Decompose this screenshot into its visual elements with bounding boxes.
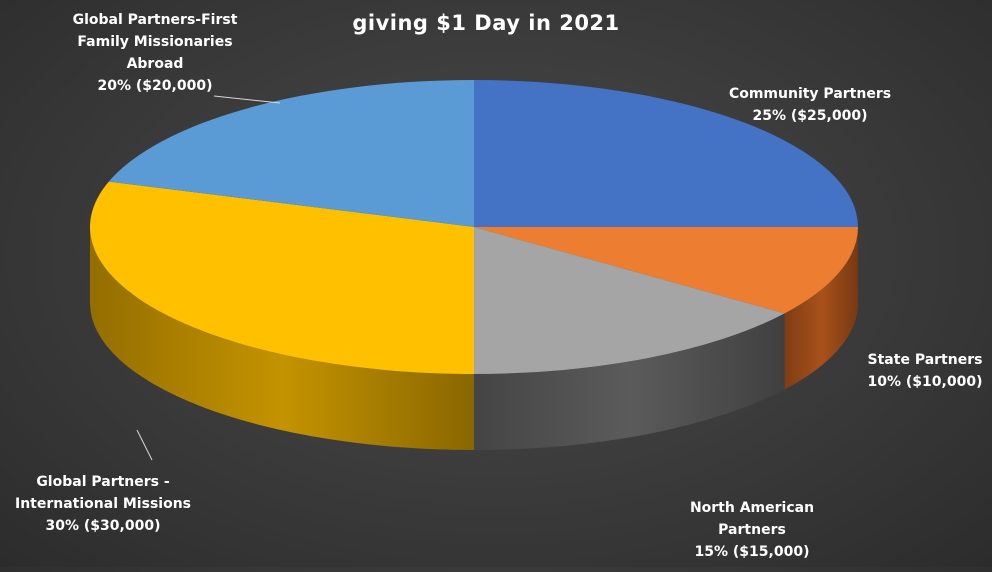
data-label-line: 30% ($30,000): [46, 518, 161, 534]
pie-side-shade-state-partners: [784, 227, 858, 390]
pie-slice-global-partners-international-missions: [89, 181, 475, 374]
data-label-line: State Partners: [868, 352, 983, 368]
data-label-line: Global Partners-First: [73, 12, 238, 28]
data-label-state-partners: State Partners 10% ($10,000): [868, 352, 983, 390]
data-label-line: 15% ($15,000): [695, 544, 810, 560]
data-label-line: Partners: [718, 522, 786, 538]
pie-slice-north-american-partners: [474, 227, 785, 374]
pie-sides: [90, 227, 858, 450]
pie-tops: [89, 80, 858, 374]
data-label-line: 10% ($10,000): [868, 374, 983, 390]
data-label-line: North American: [690, 500, 814, 516]
data-label-line: Global Partners -: [36, 474, 170, 490]
leader-line-global-partners-first-family-missionaries-abroad: [213, 95, 281, 104]
data-label-global-partners-international-missions: Global Partners - International Missions 3…: [15, 474, 191, 534]
data-label-north-american-partners: North American Partners 15% ($15,000): [690, 500, 814, 560]
pie-labels: Community Partners 25% ($25,000) State Par…: [15, 12, 982, 560]
data-label-line: 25% ($25,000): [753, 108, 868, 124]
leader-line-global-partners-international-missions: [136, 429, 153, 461]
pie-slice-state-partners: [474, 227, 858, 314]
data-label-line: International Missions: [15, 496, 191, 512]
data-label-global-partners-first-family-missionaries-abroad: Global Partners-First Family Missionaries…: [73, 12, 238, 94]
data-label-line: Family Missionaries: [77, 34, 232, 50]
data-label-community-partners: Community Partners 25% ($25,000): [729, 86, 891, 124]
pie-slice-global-partners-first-family-missionaries-abroad: [108, 80, 474, 227]
data-label-line: 20% ($20,000): [98, 78, 213, 94]
pie-side-shade-global-partners-international-missions: [90, 227, 474, 450]
pie-side-shade-north-american-partners: [474, 313, 785, 450]
chart-title: giving $1 Day in 2021: [352, 11, 619, 35]
data-label-line: Community Partners: [729, 86, 891, 102]
data-label-line: Abroad: [127, 56, 184, 72]
pie-slice-community-partners: [474, 80, 858, 227]
